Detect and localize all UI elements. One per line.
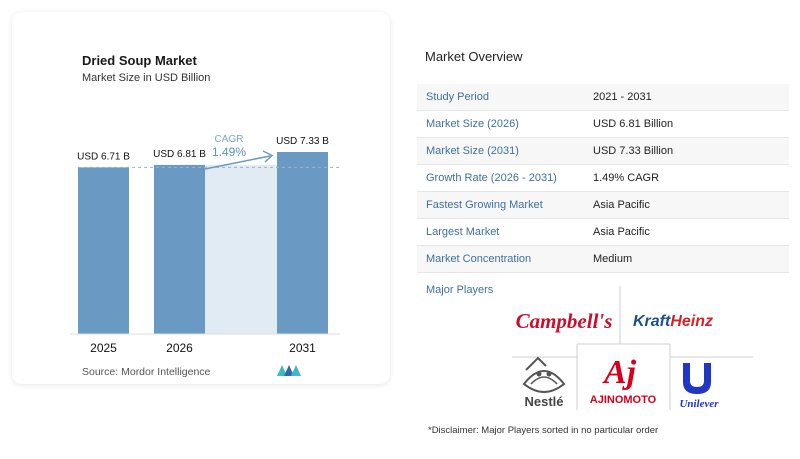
nestle-nest-icon: [522, 356, 566, 394]
kraftheinz-logo: KraftHeinz: [633, 313, 713, 330]
overview-table: Study Period 2021 - 2031 Market Size (2026…: [417, 84, 789, 273]
kraftheinz-logo-text: KraftHeinz: [633, 313, 713, 330]
bar-data-label: USD 7.33 B: [276, 136, 329, 147]
bar-data-label: USD 6.71 B: [77, 151, 130, 162]
unilever-logo-text: Unilever: [679, 398, 719, 410]
cagr-arrow-head: [262, 150, 274, 163]
cagr-arrow: [194, 155, 271, 172]
ajinomoto-logo: Aj AJINOMOTO: [590, 354, 657, 406]
overview-row-label: Growth Rate (2026 - 2031): [426, 172, 557, 184]
overview-row-label: Largest Market: [426, 226, 500, 238]
major-players-label: Major Players: [426, 284, 494, 296]
overview-row-label: Study Period: [426, 91, 489, 103]
bar-chart: USD 6.71 B 2025 USD 6.81 B 2026 USD 7.33 B 20…: [70, 134, 340, 355]
projection-shade: [205, 164, 277, 334]
mordor-logo-icon: [277, 365, 301, 376]
campbells-logo: Campbell's: [516, 309, 613, 333]
chart-subtitle: Market Size in USD Billion: [82, 72, 211, 84]
chart-title: Dried Soup Market: [82, 53, 197, 68]
unilever-u-icon: [683, 363, 711, 394]
cagr-label: CAGR: [215, 134, 244, 145]
overview-row-value: Medium: [593, 253, 633, 265]
overview-row-value: 1.49% CAGR: [593, 172, 660, 184]
overview-row: Study Period 2021 - 2031: [417, 84, 789, 111]
bar-data-label: USD 6.81 B: [153, 149, 206, 160]
source-text: Source: Mordor Intelligence: [82, 366, 211, 378]
overview-row: Market Size (2026) USD 6.81 Billion: [417, 111, 789, 138]
campbells-logo-text: Campbell's: [516, 309, 613, 333]
overview-title: Market Overview: [425, 49, 523, 64]
bar-2025: [78, 167, 129, 334]
disclaimer-text: *Disclaimer: Major Players sorted in no …: [428, 425, 659, 436]
bar-2031: [277, 152, 328, 334]
overview-row-value: USD 7.33 Billion: [593, 145, 674, 157]
nestle-logo: Nestlé: [522, 356, 566, 409]
overview-row-value: Asia Pacific: [593, 226, 650, 238]
overview-row-label: Market Concentration: [426, 253, 532, 265]
nestle-logo-text: Nestlé: [524, 394, 563, 409]
overview-row: Market Concentration Medium: [417, 246, 789, 273]
overview-row-label: Market Size (2031): [426, 145, 519, 157]
x-tick-label: 2025: [90, 341, 117, 355]
ajinomoto-aj-icon: Aj: [602, 354, 637, 391]
overview-row-label: Fastest Growing Market: [426, 199, 543, 211]
overview-row: Growth Rate (2026 - 2031) 1.49% CAGR: [417, 165, 789, 192]
overview-row: Market Size (2031) USD 7.33 Billion: [417, 138, 789, 165]
ajinomoto-logo-text: AJINOMOTO: [590, 394, 657, 406]
overview-row-label: Market Size (2026): [426, 118, 519, 130]
bar-2026: [154, 164, 205, 334]
overview-row-value: USD 6.81 Billion: [593, 118, 674, 130]
overview-row-value: Asia Pacific: [593, 199, 650, 211]
x-tick-label: 2026: [166, 341, 193, 355]
overview-row: Largest Market Asia Pacific: [417, 219, 789, 246]
overview-row-value: 2021 - 2031: [593, 91, 652, 103]
overview-row: Fastest Growing Market Asia Pacific: [417, 192, 789, 219]
cagr-value: 1.49%: [212, 145, 246, 159]
unilever-logo: Unilever: [679, 363, 719, 410]
x-tick-label: 2031: [289, 341, 316, 355]
